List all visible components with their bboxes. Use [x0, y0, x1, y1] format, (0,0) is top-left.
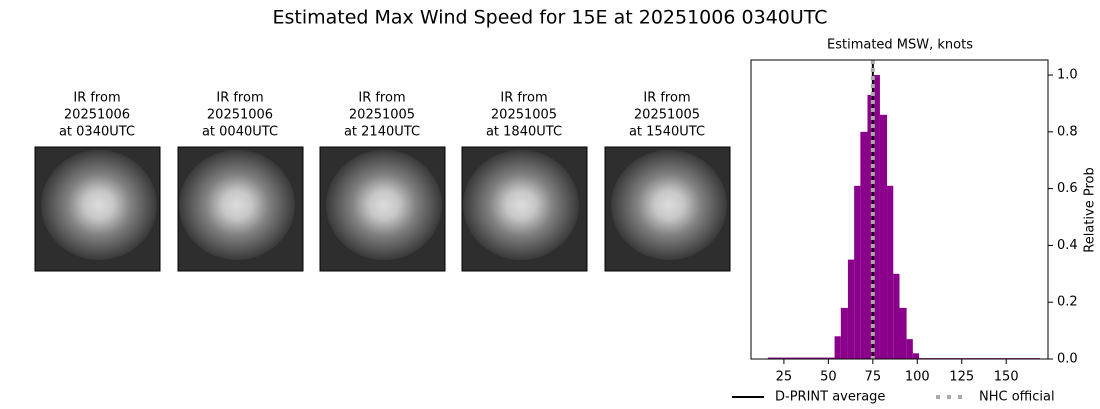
legend-label: NHC official [979, 390, 1055, 405]
chart-title: Estimated MSW, knots [827, 38, 973, 53]
panel-label: at 0340UTC [59, 125, 135, 140]
panel-label: at 0040UTC [202, 125, 278, 140]
bar [899, 307, 907, 359]
y-tick-label: 0.0 [1057, 352, 1078, 367]
panel-label: IR from [358, 91, 405, 106]
panel-label: IR from [216, 91, 263, 106]
storm-cloud [179, 150, 295, 260]
panel-label: at 2140UTC [344, 125, 420, 140]
panel-label: 20251006 [207, 108, 273, 123]
bar [840, 307, 848, 359]
panel-label: IR from [73, 91, 120, 106]
x-tick-label: 125 [949, 370, 974, 385]
bar [879, 114, 888, 360]
x-tick-label: 150 [994, 370, 1019, 385]
panel-label: at 1840UTC [486, 125, 562, 140]
panel-label: IR from [500, 91, 547, 106]
panel-label: 20251005 [634, 108, 700, 123]
panel-label: 20251006 [64, 108, 130, 123]
bar [847, 259, 855, 359]
y-tick-label: 0.8 [1057, 124, 1078, 139]
legend-label: D-PRINT average [775, 390, 885, 405]
bar [887, 185, 894, 359]
x-tick-label: 75 [865, 370, 882, 385]
bar [860, 131, 868, 359]
bar [854, 185, 861, 359]
x-tick-label: 50 [820, 370, 837, 385]
storm-cloud [41, 150, 157, 260]
storm-cloud [326, 150, 442, 260]
bar [767, 357, 835, 359]
storm-cloud [611, 150, 727, 260]
y-tick-label: 0.6 [1057, 181, 1078, 196]
bar [834, 336, 841, 359]
bar [867, 94, 874, 359]
y-axis-label: Relative Prob [1083, 167, 1098, 252]
bar [873, 75, 880, 360]
storm-cloud [463, 150, 579, 260]
panel-label: 20251005 [349, 108, 415, 123]
x-tick-label: 25 [776, 370, 793, 385]
y-tick-label: 0.2 [1057, 295, 1078, 310]
page-title: Estimated Max Wind Speed for 15E at 2025… [272, 7, 827, 29]
panel-label: IR from [643, 91, 690, 106]
plot-frame [750, 59, 1049, 360]
y-tick-label: 0.4 [1057, 238, 1078, 253]
panel-label: at 1540UTC [629, 125, 705, 140]
panel-label: 20251005 [491, 108, 557, 123]
bar [912, 353, 920, 359]
bar [906, 339, 913, 359]
y-tick-label: 1.0 [1057, 68, 1078, 83]
bar [893, 273, 900, 359]
x-tick-label: 100 [905, 370, 930, 385]
